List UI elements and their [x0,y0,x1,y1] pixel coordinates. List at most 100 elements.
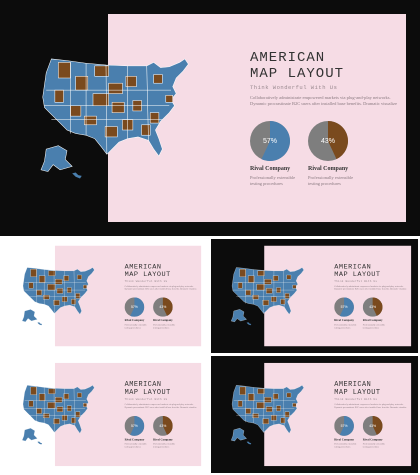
title-line-2: MAP LAYOUT [250,66,345,83]
title-line-2: MAP LAYOUT [334,270,381,279]
thumbnail-content: AMERICAN MAP LAYOUT Think Wonderful With… [2,356,208,473]
slide-body-text: Collaboratively administrate empowered m… [124,284,197,291]
slide-subtitle: Think Wonderful With Us [334,397,378,402]
pie-1-percent: 57% [262,137,277,145]
pie-1-percent: 57% [340,305,348,309]
title-line-2: MAP LAYOUT [334,388,381,397]
pie-2-graphic [362,415,383,436]
slide-thumbnail-2[interactable]: AMERICAN MAP LAYOUT Think Wonderful With… [211,239,418,353]
pie-2-percent: 43% [159,305,167,309]
company-1-desc: Professionally extensible testing proced… [124,442,147,449]
pie-1-percent: 57% [130,424,138,428]
us-map-graphic [230,385,305,445]
pie-value-slice [261,121,290,161]
title-line-2: MAP LAYOUT [124,388,171,397]
pie-value-slice [328,121,348,160]
us-map-graphic [21,385,95,445]
company-1-desc: Professionally extensible testing proced… [334,442,357,449]
company-2-desc: Professionally extensible testing proced… [308,175,354,186]
company-1-desc: Professionally extensible testing proced… [124,323,147,329]
company-2-desc: Professionally extensible testing proced… [362,323,386,329]
company-1-name: Rival Company [334,319,355,323]
slide-thumbnail-1[interactable]: AMERICAN MAP LAYOUT Think Wonderful With… [2,239,208,353]
pie-chart-2: 43% [153,297,173,317]
title-line-1: AMERICAN [334,263,372,271]
pie-1-graphic [250,121,290,161]
company-2-name: Rival Company [153,438,173,442]
company-2-desc: Professionally extensible testing proced… [153,323,176,329]
pie-1-percent: 57% [340,424,348,428]
slide-body-text: Collaboratively administrate empowered m… [250,95,397,106]
pie-chart-2: 43% [308,121,348,161]
pie-2-percent: 43% [369,424,377,428]
slide-subtitle: Think Wonderful With Us [124,279,168,283]
company-2-name: Rival Company [308,166,349,172]
thumbnail-content: AMERICAN MAP LAYOUT Think Wonderful With… [211,239,418,353]
pie-chart-2: 43% [153,415,173,436]
title-line-1: AMERICAN [124,380,162,389]
company-2-name: Rival Company [153,319,173,323]
pie-chart-1: 57% [250,121,290,161]
slide-thumbnail-4[interactable]: AMERICAN MAP LAYOUT Think Wonderful With… [211,356,418,473]
pie-value-slice [339,415,354,436]
pie-2-graphic [362,297,383,317]
pie-2-graphic [153,415,173,436]
pie-value-slice [339,297,354,317]
us-map-graphic [21,267,95,326]
slide-thumbnail-3[interactable]: AMERICAN MAP LAYOUT Think Wonderful With… [2,356,208,473]
slide-title: AMERICAN MAP LAYOUT [334,381,380,397]
thumbnail-content: AMERICAN MAP LAYOUT Think Wonderful With… [211,356,418,473]
title-line-2: MAP LAYOUT [124,270,171,279]
pie-1-graphic [334,297,354,317]
slide-main[interactable]: AMERICAN MAP LAYOUT Think Wonderful With… [0,0,420,236]
us-map [17,264,104,327]
slide-title: AMERICAN MAP LAYOUT [125,381,171,397]
slide-subtitle: Think Wonderful With Us [124,397,168,402]
title-line-1: AMERICAN [334,380,372,389]
pie-value-slice [130,415,145,436]
company-1-desc: Professionally extensible testing proced… [334,323,357,329]
pie-value-slice [162,415,173,435]
pie-value-slice [130,297,145,317]
us-map-graphic [40,58,189,179]
slide-subtitle: Think Wonderful With Us [250,84,338,91]
company-2-name: Rival Company [362,438,383,442]
pie-2-percent: 43% [159,424,167,428]
pie-chart-2: 43% [362,297,383,317]
company-2-name: Rival Company [362,319,383,323]
slide-title: AMERICAN MAP LAYOUT [250,50,344,82]
us-map [17,382,104,446]
pie-chart-1: 57% [334,297,354,317]
pie-2-percent: 43% [320,137,335,145]
thumbnail-content: AMERICAN MAP LAYOUT Think Wonderful With… [2,239,208,353]
company-1-name: Rival Company [124,438,145,442]
slide-subtitle: Think Wonderful With Us [334,279,378,283]
pie-2-graphic [153,297,173,317]
us-map [226,382,314,446]
pie-2-percent: 43% [369,305,377,309]
title-line-1: AMERICAN [250,50,326,66]
slide-body-text: Collaboratively administrate empowered m… [124,403,197,409]
company-2-desc: Professionally extensible testing proced… [153,442,176,449]
slide-body-text: Collaboratively administrate empowered m… [334,403,407,409]
us-map-graphic [230,267,305,326]
company-1-name: Rival Company [334,438,355,442]
pie-1-graphic [124,415,145,436]
us-map [30,52,208,182]
pie-value-slice [372,297,383,316]
pie-1-graphic [124,297,145,317]
company-1-desc: Professionally extensible testing proced… [250,175,296,186]
pie-2-graphic [308,121,348,161]
title-line-1: AMERICAN [124,263,162,271]
slide-body-text: Collaboratively administrate empowered m… [334,284,407,291]
pie-chart-1: 57% [334,415,354,436]
slide-title: AMERICAN MAP LAYOUT [125,263,171,279]
pie-value-slice [372,415,383,435]
company-1-name: Rival Company [250,166,291,172]
company-1-name: Rival Company [124,319,145,323]
pie-chart-1: 57% [124,297,145,317]
pie-1-percent: 57% [130,305,138,309]
pie-chart-1: 57% [124,415,145,436]
pie-value-slice [162,297,173,316]
slide-title: AMERICAN MAP LAYOUT [334,263,380,279]
